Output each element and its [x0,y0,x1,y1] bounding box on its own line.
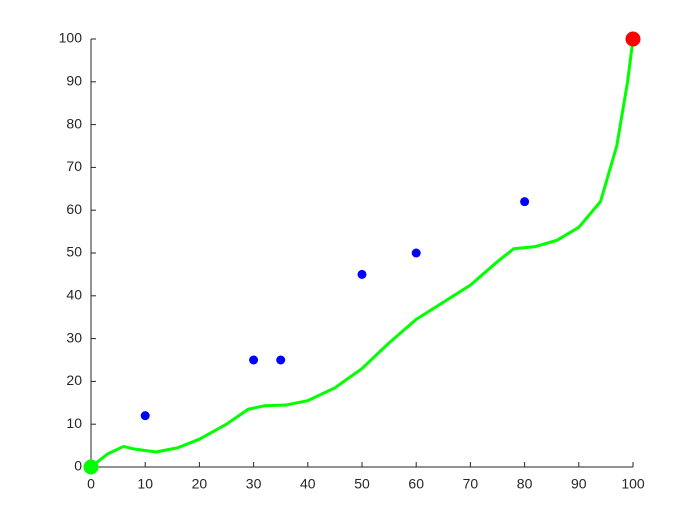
y-tick-label: 40 [66,287,82,303]
x-tick-label: 20 [192,476,208,492]
x-tick-label: 80 [517,476,533,492]
y-tick-label: 10 [66,415,82,431]
point [140,411,150,421]
x-tick-label: 90 [571,476,587,492]
y-tick-label: 70 [66,158,82,174]
y-tick-label: 100 [59,30,83,46]
point [249,355,259,365]
y-tick-label: 0 [74,458,82,474]
y-tick-label: 30 [66,329,82,345]
point [83,459,99,475]
y-tick-label: 20 [66,372,82,388]
x-tick-label: 0 [87,476,95,492]
x-tick-label: 40 [300,476,316,492]
x-tick-label: 50 [354,476,370,492]
y-tick-label: 90 [66,73,82,89]
x-tick-label: 100 [621,476,645,492]
x-tick-label: 60 [408,476,424,492]
x-tick-label: 10 [137,476,153,492]
y-tick-label: 60 [66,201,82,217]
point [357,269,367,279]
x-tick-label: 30 [246,476,262,492]
point [520,197,530,207]
y-tick-label: 50 [66,244,82,260]
point [276,355,286,365]
path-line [90,38,635,469]
x-tick-label: 70 [463,476,479,492]
y-tick-label: 80 [66,115,82,131]
point [625,31,641,47]
point [411,248,421,258]
